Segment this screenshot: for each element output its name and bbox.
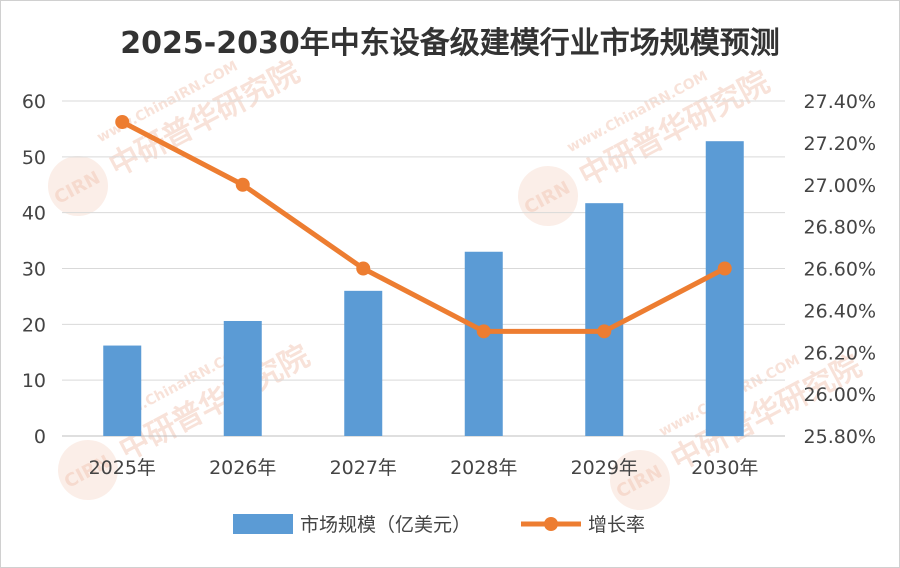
right-tick-label: 26.80% — [804, 217, 876, 239]
line-series — [115, 114, 732, 339]
legend-bar-swatch — [233, 514, 293, 534]
bar — [705, 141, 744, 436]
watermark-logo-circle — [58, 440, 118, 500]
category-label: 2027年 — [330, 457, 397, 479]
line-point — [356, 261, 371, 276]
right-tick-label: 25.80% — [804, 426, 876, 448]
line-point — [115, 114, 130, 129]
category-label: 2030年 — [691, 457, 758, 479]
legend: 市场规模（亿美元） 增长率 — [233, 514, 645, 536]
line-point — [476, 324, 491, 339]
bar — [103, 345, 142, 436]
legend-line-marker — [544, 517, 558, 531]
chart-title: 2025-2030年中东设备级建模行业市场规模预测 — [120, 26, 780, 61]
category-label: 2026年 — [209, 457, 276, 479]
left-tick-label: 50 — [22, 147, 46, 169]
left-tick-label: 20 — [22, 314, 46, 336]
right-tick-label: 27.20% — [804, 133, 876, 155]
left-tick-label: 30 — [22, 259, 46, 281]
legend-bar-label: 市场规模（亿美元） — [300, 514, 471, 536]
category-label: 2029年 — [571, 457, 638, 479]
line-point — [717, 261, 732, 276]
right-tick-label: 26.40% — [804, 300, 876, 322]
left-axis: 0 10 20 30 40 50 60 — [22, 91, 46, 448]
right-tick-label: 26.60% — [804, 259, 876, 281]
grid-lines — [62, 100, 785, 437]
left-tick-label: 60 — [22, 91, 46, 113]
right-tick-label: 26.00% — [804, 384, 876, 406]
watermark-logo-circle — [48, 156, 108, 216]
right-tick-label: 27.00% — [804, 175, 876, 197]
left-tick-label: 10 — [22, 370, 46, 392]
left-tick-label: 40 — [22, 203, 46, 225]
right-axis: 25.80% 26.00% 26.20% 26.40% 26.60% 26.80% 27.0… — [804, 91, 876, 448]
bar — [464, 251, 503, 436]
category-label: 2028年 — [450, 457, 517, 479]
right-tick-label: 27.40% — [804, 91, 876, 113]
category-label: 2025年 — [89, 457, 156, 479]
left-tick-label: 0 — [34, 426, 46, 448]
bar — [344, 290, 383, 436]
bar-series — [103, 141, 744, 436]
bar — [585, 203, 624, 436]
line-point — [597, 324, 612, 339]
x-axis: 2025年 2026年 2027年 2028年 2029年 2030年 — [89, 457, 759, 479]
growth-line — [119, 119, 728, 334]
bar — [223, 320, 262, 436]
watermark-logo-circle — [518, 166, 578, 226]
right-tick-label: 26.20% — [804, 342, 876, 364]
watermark-logo-circle — [610, 450, 670, 510]
line-point — [235, 177, 250, 192]
legend-line-label: 增长率 — [588, 514, 645, 536]
